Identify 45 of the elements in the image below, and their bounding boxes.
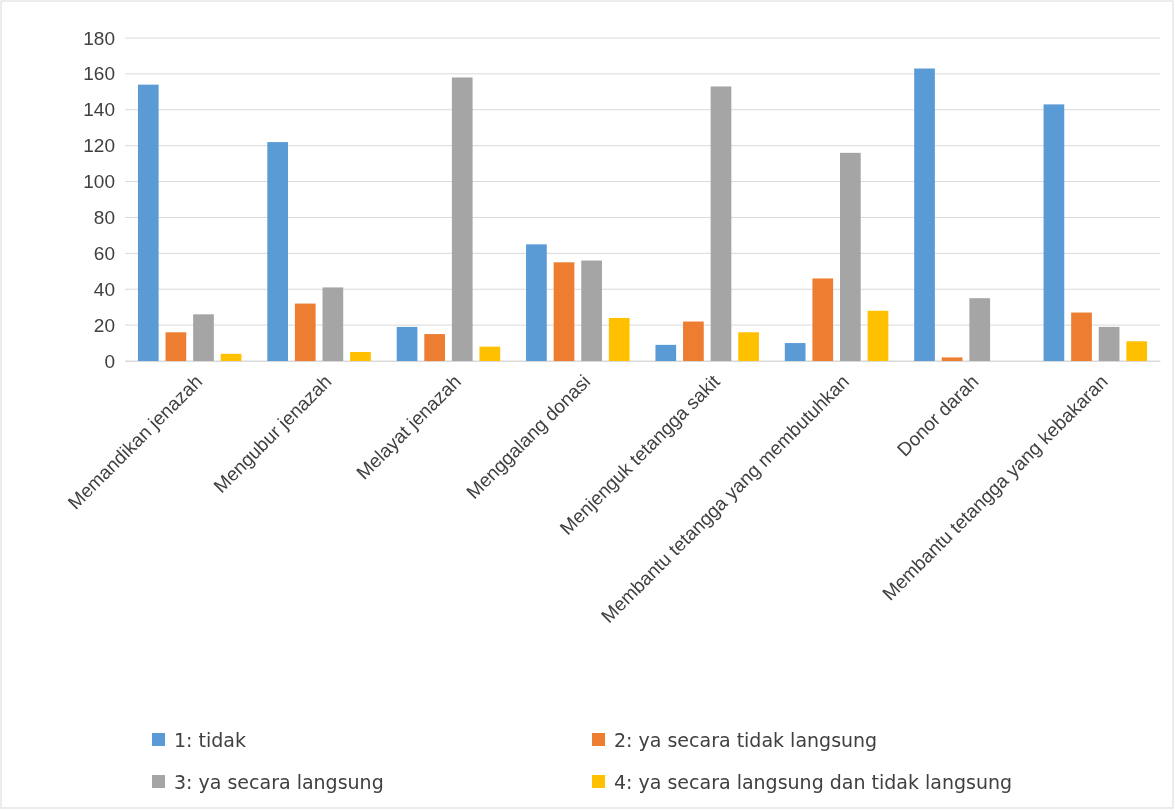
y-tick-label: 60 <box>93 242 115 264</box>
bar <box>193 314 214 361</box>
bar <box>710 86 732 361</box>
bar <box>553 262 575 361</box>
bar <box>267 142 289 361</box>
legend-label: 2: ya secara tidak langsung <box>614 728 878 751</box>
bar <box>655 344 677 361</box>
bar <box>165 332 187 361</box>
bar <box>608 317 630 361</box>
bar <box>294 303 316 361</box>
legend-label: 4: ya secara langsung dan tidak langsung <box>614 770 1013 793</box>
bar <box>784 343 806 361</box>
bar <box>451 77 473 361</box>
y-tick-label: 120 <box>83 135 115 157</box>
bar <box>1098 326 1120 361</box>
bar <box>1126 341 1148 361</box>
bar <box>581 260 602 361</box>
bar <box>941 357 963 361</box>
bar <box>424 334 445 361</box>
bar <box>738 332 759 361</box>
y-tick-label: 180 <box>83 27 115 49</box>
bar <box>1043 104 1065 361</box>
y-tick-label: 20 <box>93 314 115 336</box>
bar <box>220 353 242 361</box>
bar <box>1071 312 1092 361</box>
y-tick-label: 140 <box>83 99 115 121</box>
bar <box>683 321 704 361</box>
y-tick-label: 80 <box>93 207 115 229</box>
y-tick-label: 160 <box>83 63 115 85</box>
bar <box>914 68 935 361</box>
legend-label: 3: ya secara langsung <box>174 770 384 793</box>
bar <box>840 152 861 361</box>
y-tick-label: 40 <box>93 278 115 300</box>
legend-label: 1: tidak <box>174 728 246 751</box>
bar <box>812 278 834 361</box>
bar <box>867 310 889 361</box>
bar <box>969 298 991 361</box>
bar <box>322 287 344 361</box>
bar <box>350 352 371 361</box>
bar <box>396 326 418 361</box>
y-tick-label: 100 <box>83 171 115 193</box>
bar <box>137 84 159 361</box>
bar <box>479 346 501 361</box>
bar <box>526 244 547 361</box>
y-tick-label: 0 <box>104 350 115 372</box>
